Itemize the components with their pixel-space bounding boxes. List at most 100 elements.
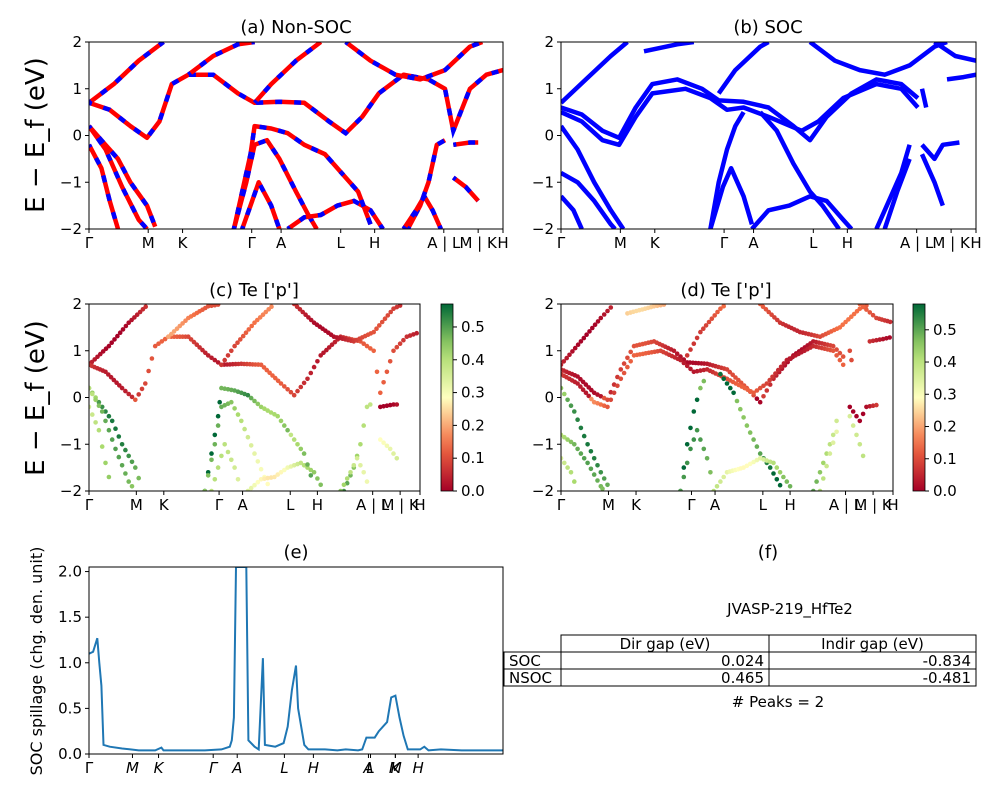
panel-d-point bbox=[708, 470, 713, 475]
panel-c-point bbox=[315, 476, 320, 481]
panel-c-point bbox=[229, 457, 234, 463]
panel-d-point bbox=[854, 432, 859, 438]
panel-c-xtick-label: M | K bbox=[381, 496, 420, 514]
panel-d-points bbox=[561, 304, 893, 491]
panel-c-xtick-label: A bbox=[237, 496, 248, 514]
panel-c-point bbox=[255, 401, 261, 407]
panel-d-point bbox=[847, 413, 853, 419]
panel-a-ytick-label: −1 bbox=[60, 173, 82, 191]
panel-c-point bbox=[235, 412, 241, 417]
panel-d-point bbox=[850, 409, 856, 414]
panel-a-ylabel: E − E_f (eV) bbox=[21, 57, 51, 213]
panel-d-point bbox=[601, 476, 607, 481]
panel-d-point bbox=[591, 456, 597, 461]
panel-d-point bbox=[767, 377, 772, 383]
panel-e-ylabel: SOC spillage (chg. den. unit) bbox=[27, 547, 46, 776]
panel-b-xtick-label: L bbox=[809, 234, 818, 252]
band-nonsoc-blue-dash bbox=[89, 67, 503, 141]
panel-a-xtick-label: M | K bbox=[459, 234, 498, 252]
panel-e-xtick-label: M bbox=[126, 759, 139, 777]
panel-c-point bbox=[215, 423, 221, 428]
panel-a-ytick-label: 1 bbox=[72, 80, 82, 98]
panel-d-point bbox=[715, 309, 720, 315]
panel-d-point bbox=[701, 446, 707, 452]
panel-d-point bbox=[840, 354, 846, 359]
gap-table: Dir gap (eV) Indir gap (eV) SOC 0.024 -0.834… bbox=[503, 634, 977, 687]
panel-c-point bbox=[291, 392, 297, 398]
panel-a-xtick-label: K bbox=[178, 234, 189, 252]
panel-c-ytick-label: 1 bbox=[72, 342, 82, 360]
panel-d-point bbox=[694, 427, 700, 433]
panel-d-point bbox=[678, 357, 683, 363]
panel-c-point bbox=[232, 465, 237, 470]
panel-c-point bbox=[126, 391, 131, 397]
panel-d-point bbox=[618, 376, 624, 382]
panel-c-point bbox=[374, 326, 379, 332]
band-soc bbox=[808, 42, 948, 77]
panel-c-point bbox=[315, 359, 320, 364]
band-soc bbox=[708, 165, 755, 229]
panel-d-point bbox=[821, 460, 826, 466]
panel-c-point bbox=[252, 398, 257, 404]
panel-b-xtick-label: K bbox=[650, 234, 661, 252]
panel-b-ytick-label: 1 bbox=[544, 80, 554, 98]
panel-e-line bbox=[89, 567, 503, 752]
panel-c-point bbox=[143, 304, 148, 310]
panel-d-point bbox=[580, 387, 586, 393]
panel-b-xtick-label: Γ bbox=[720, 234, 729, 252]
panel-d-point bbox=[625, 364, 630, 370]
panel-d-point bbox=[581, 335, 587, 341]
panel-c-point bbox=[126, 479, 131, 484]
panel-c-title: (c) Te ['p'] bbox=[209, 280, 299, 301]
panel-c-xtick-label: Γ bbox=[85, 496, 94, 514]
panel-c-point bbox=[188, 337, 194, 342]
panel-d-point bbox=[703, 323, 709, 328]
panel-c-point bbox=[129, 394, 135, 400]
panel-c-point bbox=[368, 402, 373, 407]
panel-c-cbtick-label: 0.4 bbox=[461, 351, 485, 369]
panel-c-point bbox=[159, 339, 165, 344]
panel-c-point bbox=[205, 473, 211, 478]
panel-c-point bbox=[377, 323, 382, 328]
panel-d-point bbox=[830, 440, 836, 446]
panel-c-point bbox=[136, 392, 141, 397]
panel-d-point bbox=[709, 316, 715, 322]
panel-a-xtick-label: M bbox=[142, 234, 155, 252]
panel-d-point bbox=[701, 378, 707, 384]
panel-c-point bbox=[255, 459, 261, 464]
band-soc bbox=[919, 153, 945, 207]
panel-d-cbtick-label: 0.5 bbox=[933, 321, 957, 339]
panel-e-xtick-label: Γ bbox=[85, 759, 94, 777]
panel-d-point bbox=[747, 430, 753, 435]
band-soc bbox=[874, 144, 912, 229]
panel-c-point bbox=[239, 418, 244, 424]
panel-c-point bbox=[123, 388, 128, 394]
panel-c-point bbox=[123, 323, 129, 329]
panel-c-point bbox=[278, 418, 284, 424]
panel-d-point bbox=[840, 322, 845, 328]
panel-d-xtick-label: K bbox=[631, 496, 642, 514]
panel-c-point bbox=[358, 442, 363, 447]
panel-c-point bbox=[364, 479, 370, 484]
panel-d-point bbox=[724, 381, 730, 386]
panel-c-point bbox=[305, 376, 310, 382]
panel-d-point bbox=[718, 306, 723, 312]
band-nonsoc-blue-dash bbox=[187, 42, 255, 77]
panel-d-xtick-label: A bbox=[710, 496, 721, 514]
panel-c-point bbox=[106, 413, 112, 419]
panel-d-point bbox=[625, 355, 630, 361]
panel-c-point bbox=[275, 378, 281, 384]
panel-d-point bbox=[774, 465, 780, 470]
panel-c-point bbox=[308, 317, 314, 323]
band-soc bbox=[561, 194, 584, 229]
panel-c-point bbox=[269, 304, 274, 310]
panel-d-point bbox=[605, 482, 610, 488]
panel-d-point bbox=[598, 394, 604, 399]
band-soc bbox=[561, 124, 626, 229]
panel-d-point bbox=[741, 415, 746, 420]
panel-c-point bbox=[246, 327, 252, 332]
panel-d-point bbox=[781, 474, 786, 480]
panel-c-point bbox=[308, 467, 314, 473]
panel-d-xtick-label: Γ bbox=[687, 496, 696, 514]
